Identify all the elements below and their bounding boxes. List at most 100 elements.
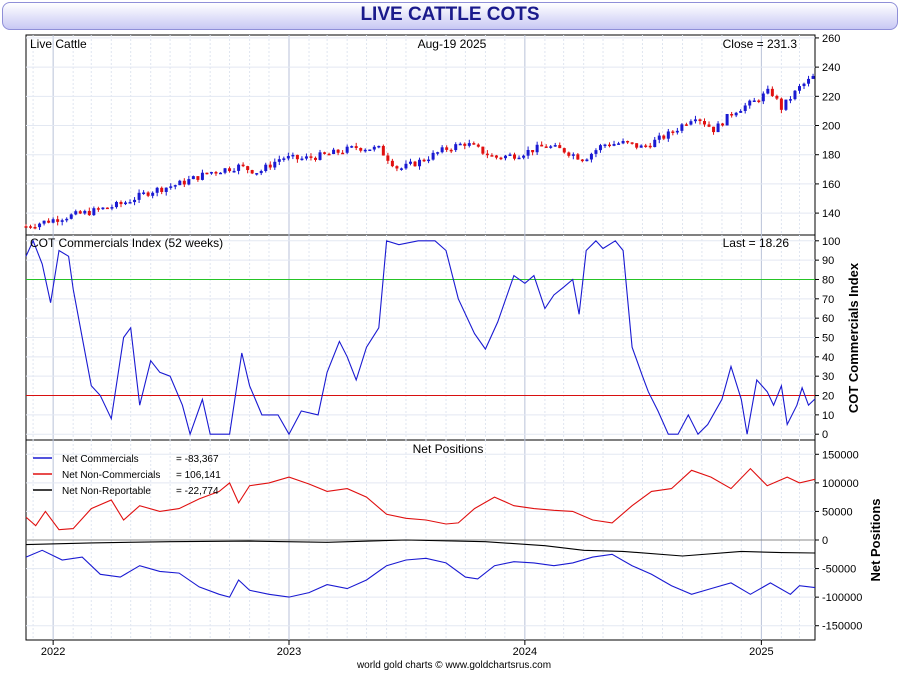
candle-body — [503, 155, 507, 159]
candle-body — [589, 153, 593, 160]
candle-body — [576, 154, 580, 160]
price-panel-frame — [25, 34, 816, 236]
candle-body — [567, 152, 571, 156]
candle-body — [399, 168, 403, 170]
y-tick-label: 260 — [822, 33, 840, 45]
candle-body — [228, 168, 232, 172]
candle-body — [671, 131, 675, 133]
y-tick-label: 140 — [822, 208, 840, 220]
candle-body — [304, 156, 308, 159]
candle-body — [752, 100, 756, 102]
candle-body — [662, 135, 666, 139]
candle-body — [748, 100, 752, 106]
candle-body — [580, 159, 584, 162]
price-y-axis: 260 240 220 200 180 160 140 — [26, 33, 840, 220]
candle-body — [350, 146, 354, 148]
candle-body — [630, 142, 634, 144]
y-tick-label: 0 — [822, 429, 828, 441]
candle-body — [675, 130, 679, 133]
candle-body — [96, 208, 100, 210]
candle-body — [725, 114, 729, 126]
candle-body — [481, 146, 485, 154]
title-banner — [2, 2, 898, 30]
candle-body — [255, 173, 259, 175]
candle-body — [87, 210, 91, 216]
candle-body — [332, 149, 336, 155]
candle-body — [499, 157, 503, 160]
candle-body — [196, 176, 200, 180]
candle-body — [558, 145, 562, 149]
candle-body — [209, 172, 213, 174]
y-tick-label: 200 — [822, 121, 840, 133]
candle-body — [142, 192, 146, 194]
y-tick-label: 180 — [822, 150, 840, 162]
candle-body — [363, 149, 367, 152]
x-axis: 2022 2023 2024 2025 — [41, 640, 774, 658]
y-tick-label: 60 — [822, 313, 834, 325]
legend-value: = -22,774 — [176, 486, 219, 497]
legend-value: = -83,367 — [176, 454, 219, 465]
candle-body — [544, 146, 548, 148]
candle-body — [553, 145, 557, 147]
candle-body — [133, 199, 137, 203]
candle-body — [734, 112, 738, 116]
price-panel-name: Live Cattle — [30, 37, 87, 51]
cot-last-label: Last = 18.26 — [723, 236, 790, 250]
candle-body — [621, 140, 625, 144]
candle-body — [327, 153, 331, 156]
candle-body — [291, 154, 295, 157]
net-panel-name: Net Positions — [413, 442, 484, 456]
candle-body — [644, 145, 648, 147]
candle-body — [427, 159, 431, 162]
candle-body — [128, 202, 132, 204]
candle-body — [300, 158, 304, 161]
candle-body — [51, 219, 55, 223]
candle-body — [359, 148, 363, 151]
candle-body — [508, 154, 512, 156]
candle-body — [219, 172, 223, 175]
candle-body — [431, 152, 435, 160]
cot-index-line — [25, 239, 816, 437]
y-tick-label: 50 — [822, 333, 834, 345]
y-tick-label: -50000 — [822, 564, 856, 576]
candle-body — [626, 140, 630, 143]
x-tick-label: 2024 — [513, 646, 537, 658]
candle-body — [490, 155, 494, 157]
y-tick-label: 90 — [822, 255, 834, 267]
candle-body — [381, 145, 385, 156]
candle-body — [124, 202, 128, 205]
candle-body — [739, 110, 743, 113]
y-tick-label: 10 — [822, 410, 834, 422]
candle-body — [390, 160, 394, 167]
candle-body — [200, 172, 204, 180]
candle-body — [472, 143, 476, 145]
candle-body — [784, 99, 788, 110]
y-tick-label: 40 — [822, 352, 834, 364]
candle-body — [92, 208, 96, 216]
candle-body — [323, 152, 327, 154]
candle-body — [273, 161, 277, 168]
y-tick-label: -150000 — [822, 621, 862, 633]
candle-body — [413, 161, 417, 167]
candle-body — [241, 164, 245, 167]
candle-body — [155, 187, 159, 193]
candle-body — [788, 99, 792, 101]
y-tick-label: 100 — [822, 236, 840, 248]
candle-body — [458, 143, 462, 146]
candle-body — [264, 164, 268, 171]
candle-body — [205, 172, 209, 175]
candle-body — [237, 164, 241, 171]
candle-body — [648, 145, 652, 148]
candle-body — [562, 148, 566, 153]
x-tick-label: 2025 — [749, 646, 773, 658]
candle-body — [24, 226, 28, 228]
candle-body — [612, 143, 616, 146]
candle-body — [395, 166, 399, 169]
candle-body — [797, 86, 801, 91]
candle-body — [119, 201, 123, 205]
candle-body — [476, 144, 480, 147]
candle-body — [110, 207, 114, 209]
